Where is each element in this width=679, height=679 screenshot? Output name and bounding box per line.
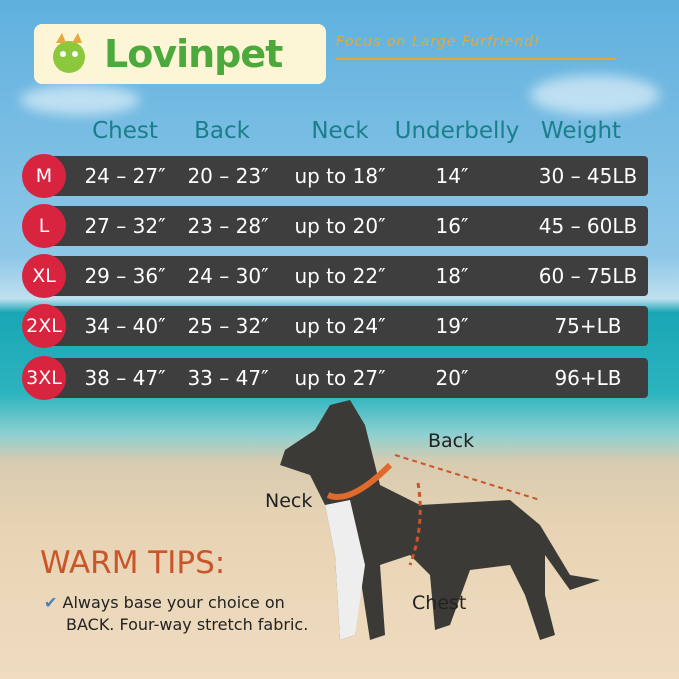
size-badge: L	[22, 204, 66, 248]
size-badge: XL	[22, 254, 66, 298]
size-cell: up to 24″	[294, 314, 386, 338]
cloud	[20, 85, 140, 115]
tip-line-2: BACK. Four-way stretch fabric.	[66, 615, 309, 634]
size-cell: 34 – 40″	[84, 314, 166, 338]
size-badge: 3XL	[22, 356, 66, 400]
size-cell: 38 – 47″	[84, 366, 166, 390]
pet-logo-icon	[53, 33, 85, 73]
neck-label: Neck	[265, 490, 313, 512]
size-cell: 16″	[435, 214, 469, 238]
size-cell: up to 27″	[294, 366, 386, 390]
checkmark-icon: ✔	[44, 593, 58, 612]
size-cell: 20 – 23″	[187, 164, 269, 188]
size-cell: 23 – 28″	[187, 214, 269, 238]
header-back: Back	[194, 118, 250, 144]
size-cell: 25 – 32″	[187, 314, 269, 338]
size-cell: up to 22″	[294, 264, 386, 288]
size-cell: 14″	[435, 164, 469, 188]
dog-illustration	[280, 400, 600, 640]
size-cell: up to 20″	[294, 214, 386, 238]
tips-text: ✔ Always base your choice on BACK. Four-…	[44, 592, 308, 636]
size-cell: 96+LB	[554, 366, 622, 390]
brand-logo: Lovinpet	[34, 24, 326, 84]
size-cell: up to 18″	[294, 164, 386, 188]
tip-line-1: Always base your choice on	[62, 593, 285, 612]
cloud	[530, 75, 660, 115]
size-cell: 29 – 36″	[84, 264, 166, 288]
size-cell: 30 – 45LB	[538, 164, 638, 188]
size-cell: 45 – 60LB	[538, 214, 638, 238]
size-row: XL 29 – 36″ 24 – 30″ up to 22″ 18″ 60 – 75LB	[22, 254, 648, 298]
tips-title: WARM TIPS:	[40, 545, 226, 581]
size-cell: 19″	[435, 314, 469, 338]
size-row: M 24 – 27″ 20 – 23″ up to 18″ 14″ 30 – 45LB	[22, 154, 648, 198]
size-cell: 75+LB	[554, 314, 622, 338]
header-underbelly: Underbelly	[394, 118, 520, 144]
brand-name: Lovinpet	[104, 32, 283, 76]
size-cell: 33 – 47″	[187, 366, 269, 390]
header-neck: Neck	[311, 118, 369, 144]
size-cell: 24 – 30″	[187, 264, 269, 288]
chest-label: Chest	[412, 592, 467, 614]
header-chest: Chest	[92, 118, 158, 144]
size-cell: 18″	[435, 264, 469, 288]
size-row: 2XL 34 – 40″ 25 – 32″ up to 24″ 19″ 75+LB	[22, 304, 648, 348]
header-weight: Weight	[540, 118, 622, 144]
size-badge: M	[22, 154, 66, 198]
back-label: Back	[428, 430, 475, 452]
size-cell: 24 – 27″	[84, 164, 166, 188]
size-cell: 20″	[435, 366, 469, 390]
size-row: L 27 – 32″ 23 – 28″ up to 20″ 16″ 45 – 60LB	[22, 204, 648, 248]
size-cell: 27 – 32″	[84, 214, 166, 238]
size-cell: 60 – 75LB	[538, 264, 638, 288]
tagline: Focus on Large Furfriend!	[336, 34, 616, 60]
size-badge: 2XL	[22, 304, 66, 348]
size-row: 3XL 38 – 47″ 33 – 47″ up to 27″ 20″ 96+LB	[22, 356, 648, 400]
